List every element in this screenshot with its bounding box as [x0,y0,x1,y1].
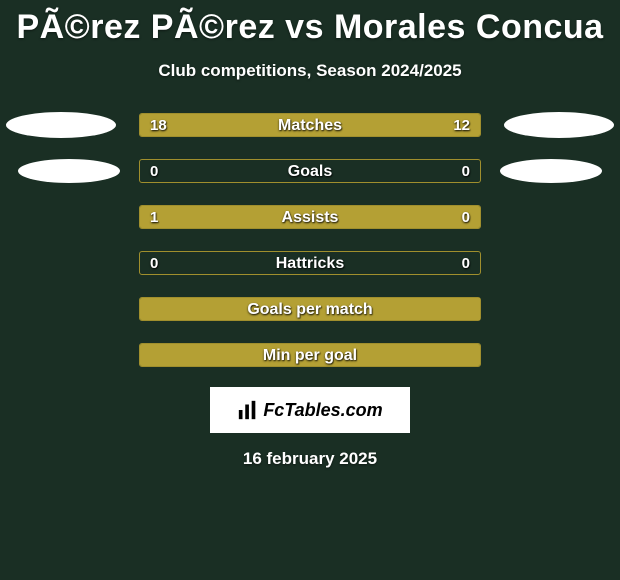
fill-left [140,206,405,228]
value-right: 12 [443,114,480,138]
value-right: 0 [452,206,480,230]
chart-icon [237,399,259,421]
player-right-placeholder [504,112,614,138]
comparison-chart: 1812Matches00Goals10Assists00HattricksGo… [0,111,620,369]
stat-row: 1812Matches [0,111,620,139]
fill-left [140,298,480,320]
stat-track: 10Assists [139,205,481,229]
fill-left [140,344,310,366]
stat-row: 10Assists [0,203,620,231]
stat-label: Hattricks [140,252,480,276]
stat-track: Min per goal [139,343,481,367]
stat-track: 0 0Goals [139,159,481,183]
page-title: PÃ©rez PÃ©rez vs Morales Concua [0,0,620,47]
logo-text: FcTables.com [263,400,382,421]
value-left: 0 [140,252,168,276]
fctables-logo: FcTables.com [210,387,410,433]
value-left: 0 [140,160,168,184]
player-left-placeholder [6,112,116,138]
stat-row: Goals per match [0,295,620,323]
stat-row: Min per goal [0,341,620,369]
team-right-placeholder [500,159,602,183]
stat-track: Goals per match [139,297,481,321]
value-right: 0 [452,252,480,276]
value-left: 18 [140,114,177,138]
stat-track: 1812Matches [139,113,481,137]
fill-right [310,344,480,366]
stat-row: 0 0Hattricks [0,249,620,277]
stat-track: 0 0Hattricks [139,251,481,275]
date-label: 16 february 2025 [0,449,620,469]
team-left-placeholder [18,159,120,183]
stat-row: 0 0Goals [0,157,620,185]
value-left: 1 [140,206,168,230]
subtitle: Club competitions, Season 2024/2025 [0,61,620,81]
value-right: 0 [452,160,480,184]
stat-label: Goals [140,160,480,184]
